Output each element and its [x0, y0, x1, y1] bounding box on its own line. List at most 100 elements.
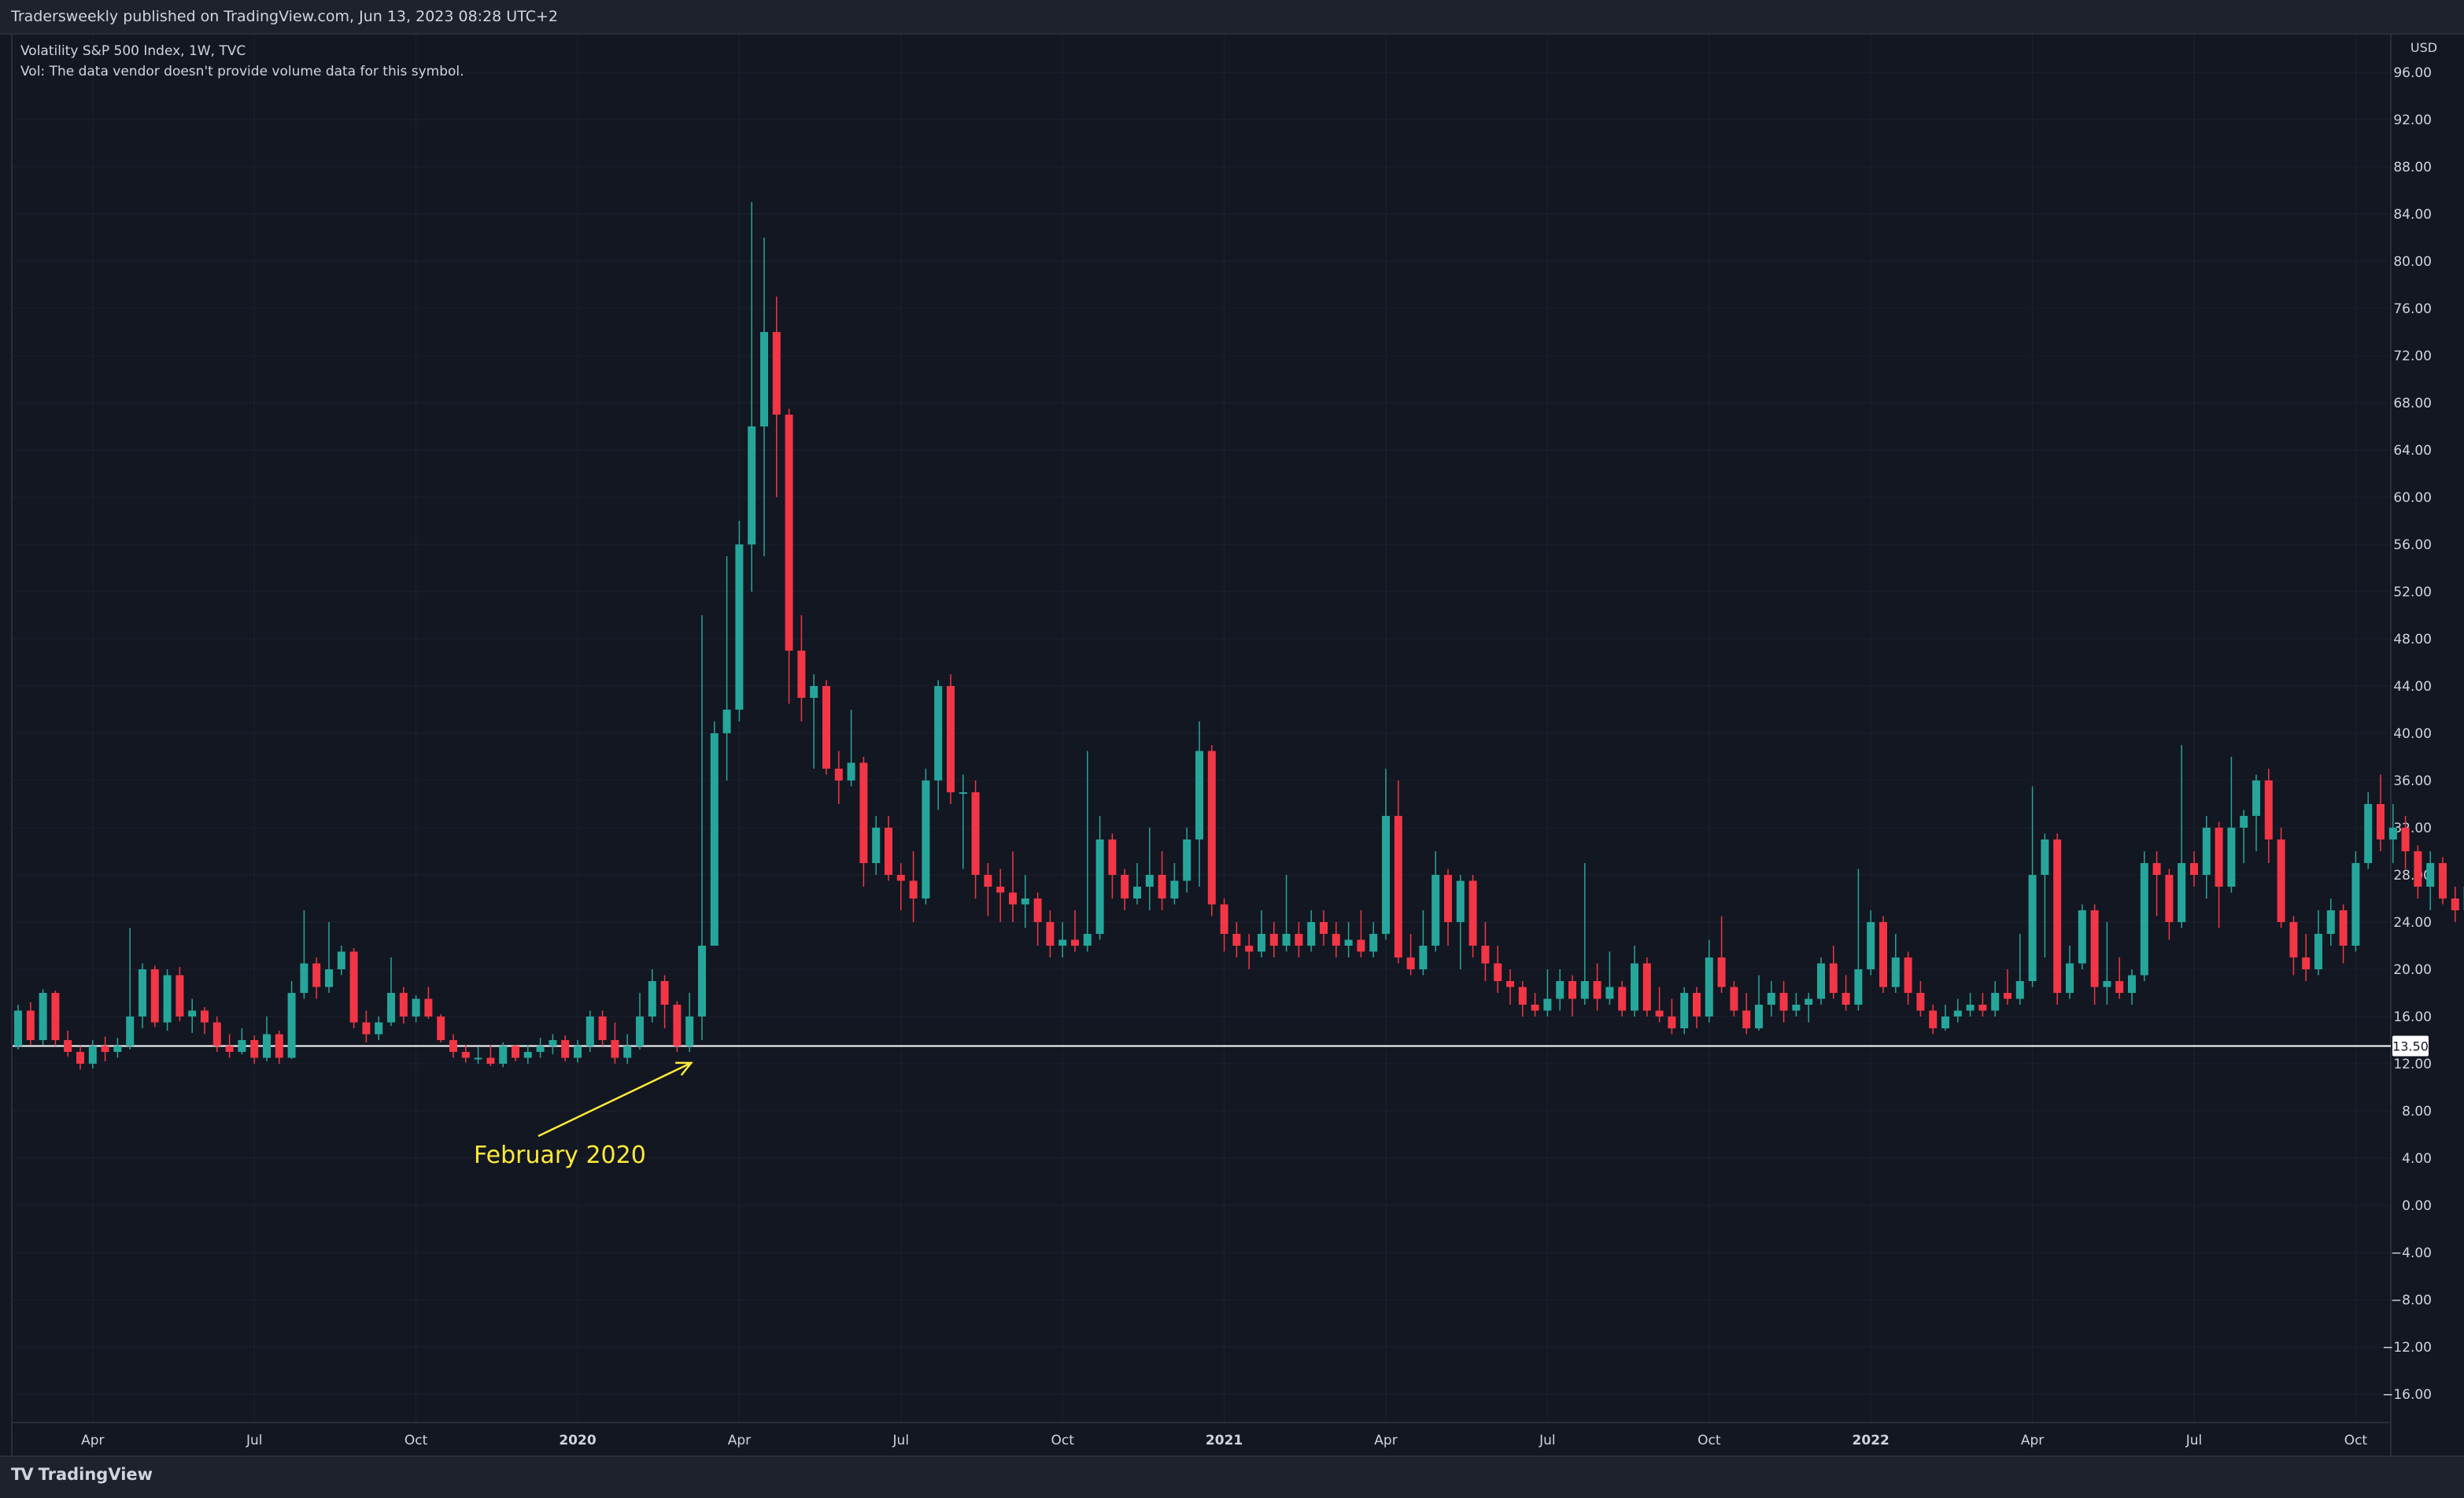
candle-up[interactable]: [959, 792, 967, 794]
candle-up[interactable]: [1096, 839, 1104, 934]
candle-up[interactable]: [1084, 934, 1092, 946]
candle-down[interactable]: [1108, 839, 1116, 875]
candle-down[interactable]: [424, 999, 432, 1017]
candle-up[interactable]: [1680, 993, 1688, 1028]
candle-down[interactable]: [561, 1040, 569, 1058]
candle-down[interactable]: [27, 1011, 35, 1041]
candle-down[interactable]: [797, 651, 805, 698]
candle-up[interactable]: [1195, 751, 1203, 840]
candle-up[interactable]: [288, 993, 296, 1058]
candle-down[interactable]: [1121, 875, 1129, 898]
candle-down[interactable]: [1208, 751, 1216, 905]
candle-up[interactable]: [2029, 875, 2037, 981]
candle-down[interactable]: [2414, 851, 2422, 887]
candle-down[interactable]: [910, 881, 918, 899]
candle-up[interactable]: [475, 1058, 482, 1060]
candle-down[interactable]: [1232, 934, 1240, 946]
candle-up[interactable]: [325, 969, 333, 987]
candle-down[interactable]: [2053, 839, 2061, 993]
candle-down[interactable]: [2215, 828, 2223, 887]
candle-down[interactable]: [201, 1011, 209, 1023]
candle-down[interactable]: [1730, 987, 1738, 1011]
candle-up[interactable]: [14, 1011, 22, 1046]
candle-down[interactable]: [1978, 1005, 1986, 1011]
candle-up[interactable]: [685, 1016, 693, 1046]
candle-up[interactable]: [1967, 1005, 1975, 1011]
candle-down[interactable]: [486, 1058, 494, 1064]
candle-up[interactable]: [549, 1040, 556, 1046]
candle-down[interactable]: [773, 332, 781, 415]
candle-down[interactable]: [1618, 987, 1626, 1011]
candle-up[interactable]: [499, 1046, 507, 1064]
candle-up[interactable]: [1705, 957, 1713, 1016]
candle-down[interactable]: [462, 1052, 470, 1058]
candle-up[interactable]: [1991, 993, 1999, 1011]
candle-down[interactable]: [76, 1052, 84, 1064]
candle-up[interactable]: [1170, 881, 1178, 899]
candle-down[interactable]: [437, 1016, 445, 1040]
candle-down[interactable]: [1444, 875, 1452, 922]
candle-down[interactable]: [661, 981, 669, 1005]
candle-up[interactable]: [2314, 934, 2322, 969]
candle-up[interactable]: [1892, 957, 1900, 987]
candle-down[interactable]: [897, 875, 905, 881]
candle-up[interactable]: [872, 828, 880, 863]
candle-up[interactable]: [848, 763, 855, 781]
candle-down[interactable]: [51, 993, 59, 1040]
candle-up[interactable]: [524, 1052, 532, 1058]
candle-up[interactable]: [1867, 922, 1875, 969]
candle-up[interactable]: [2389, 828, 2397, 839]
candle-down[interactable]: [1929, 1011, 1937, 1029]
candle-up[interactable]: [126, 1016, 134, 1046]
candle-up[interactable]: [760, 332, 768, 426]
candle-down[interactable]: [1009, 893, 1017, 905]
candle-down[interactable]: [1718, 957, 1726, 987]
candle-down[interactable]: [1742, 1011, 1750, 1029]
candle-up[interactable]: [922, 780, 929, 898]
candle-down[interactable]: [2289, 922, 2297, 957]
candle-up[interactable]: [1021, 898, 1029, 905]
candle-down[interactable]: [1357, 940, 1365, 952]
candle-up[interactable]: [2141, 863, 2148, 976]
candle-up[interactable]: [1543, 999, 1551, 1011]
candle-down[interactable]: [822, 686, 830, 769]
candle-down[interactable]: [400, 993, 408, 1016]
candle-up[interactable]: [1369, 934, 1377, 952]
candle-down[interactable]: [1395, 816, 1402, 957]
candle-down[interactable]: [972, 792, 980, 875]
candle-down[interactable]: [213, 1023, 221, 1046]
candle-down[interactable]: [859, 763, 867, 864]
candle-up[interactable]: [1768, 993, 1775, 1005]
candle-down[interactable]: [785, 415, 793, 651]
candle-up[interactable]: [2016, 981, 2024, 999]
candle-down[interactable]: [1469, 881, 1477, 946]
candle-up[interactable]: [2128, 976, 2136, 994]
candle-up[interactable]: [1755, 1005, 1763, 1028]
candle-up[interactable]: [1258, 934, 1265, 952]
candle-up[interactable]: [164, 976, 172, 1023]
candle-down[interactable]: [2091, 910, 2099, 987]
candle-down[interactable]: [1245, 946, 1253, 952]
candle-up[interactable]: [1457, 881, 1465, 923]
candle-up[interactable]: [1183, 839, 1191, 881]
candle-up[interactable]: [1631, 964, 1638, 1011]
candle-up[interactable]: [1817, 964, 1825, 999]
candle-down[interactable]: [1034, 898, 1042, 922]
candle-up[interactable]: [723, 710, 731, 733]
candle-up[interactable]: [810, 686, 818, 698]
candle-up[interactable]: [1954, 1011, 1962, 1017]
candle-down[interactable]: [1568, 981, 1576, 999]
candle-up[interactable]: [238, 1040, 246, 1052]
candle-up[interactable]: [39, 993, 47, 1040]
candle-up[interactable]: [1345, 940, 1353, 946]
candle-up[interactable]: [188, 1011, 196, 1017]
candle-up[interactable]: [748, 426, 755, 544]
candle-up[interactable]: [412, 999, 420, 1017]
candle-up[interactable]: [1307, 922, 1315, 946]
candle-up[interactable]: [2227, 828, 2235, 887]
candle-down[interactable]: [984, 875, 992, 887]
candle-down[interactable]: [250, 1040, 258, 1058]
candle-down[interactable]: [1830, 964, 1838, 994]
